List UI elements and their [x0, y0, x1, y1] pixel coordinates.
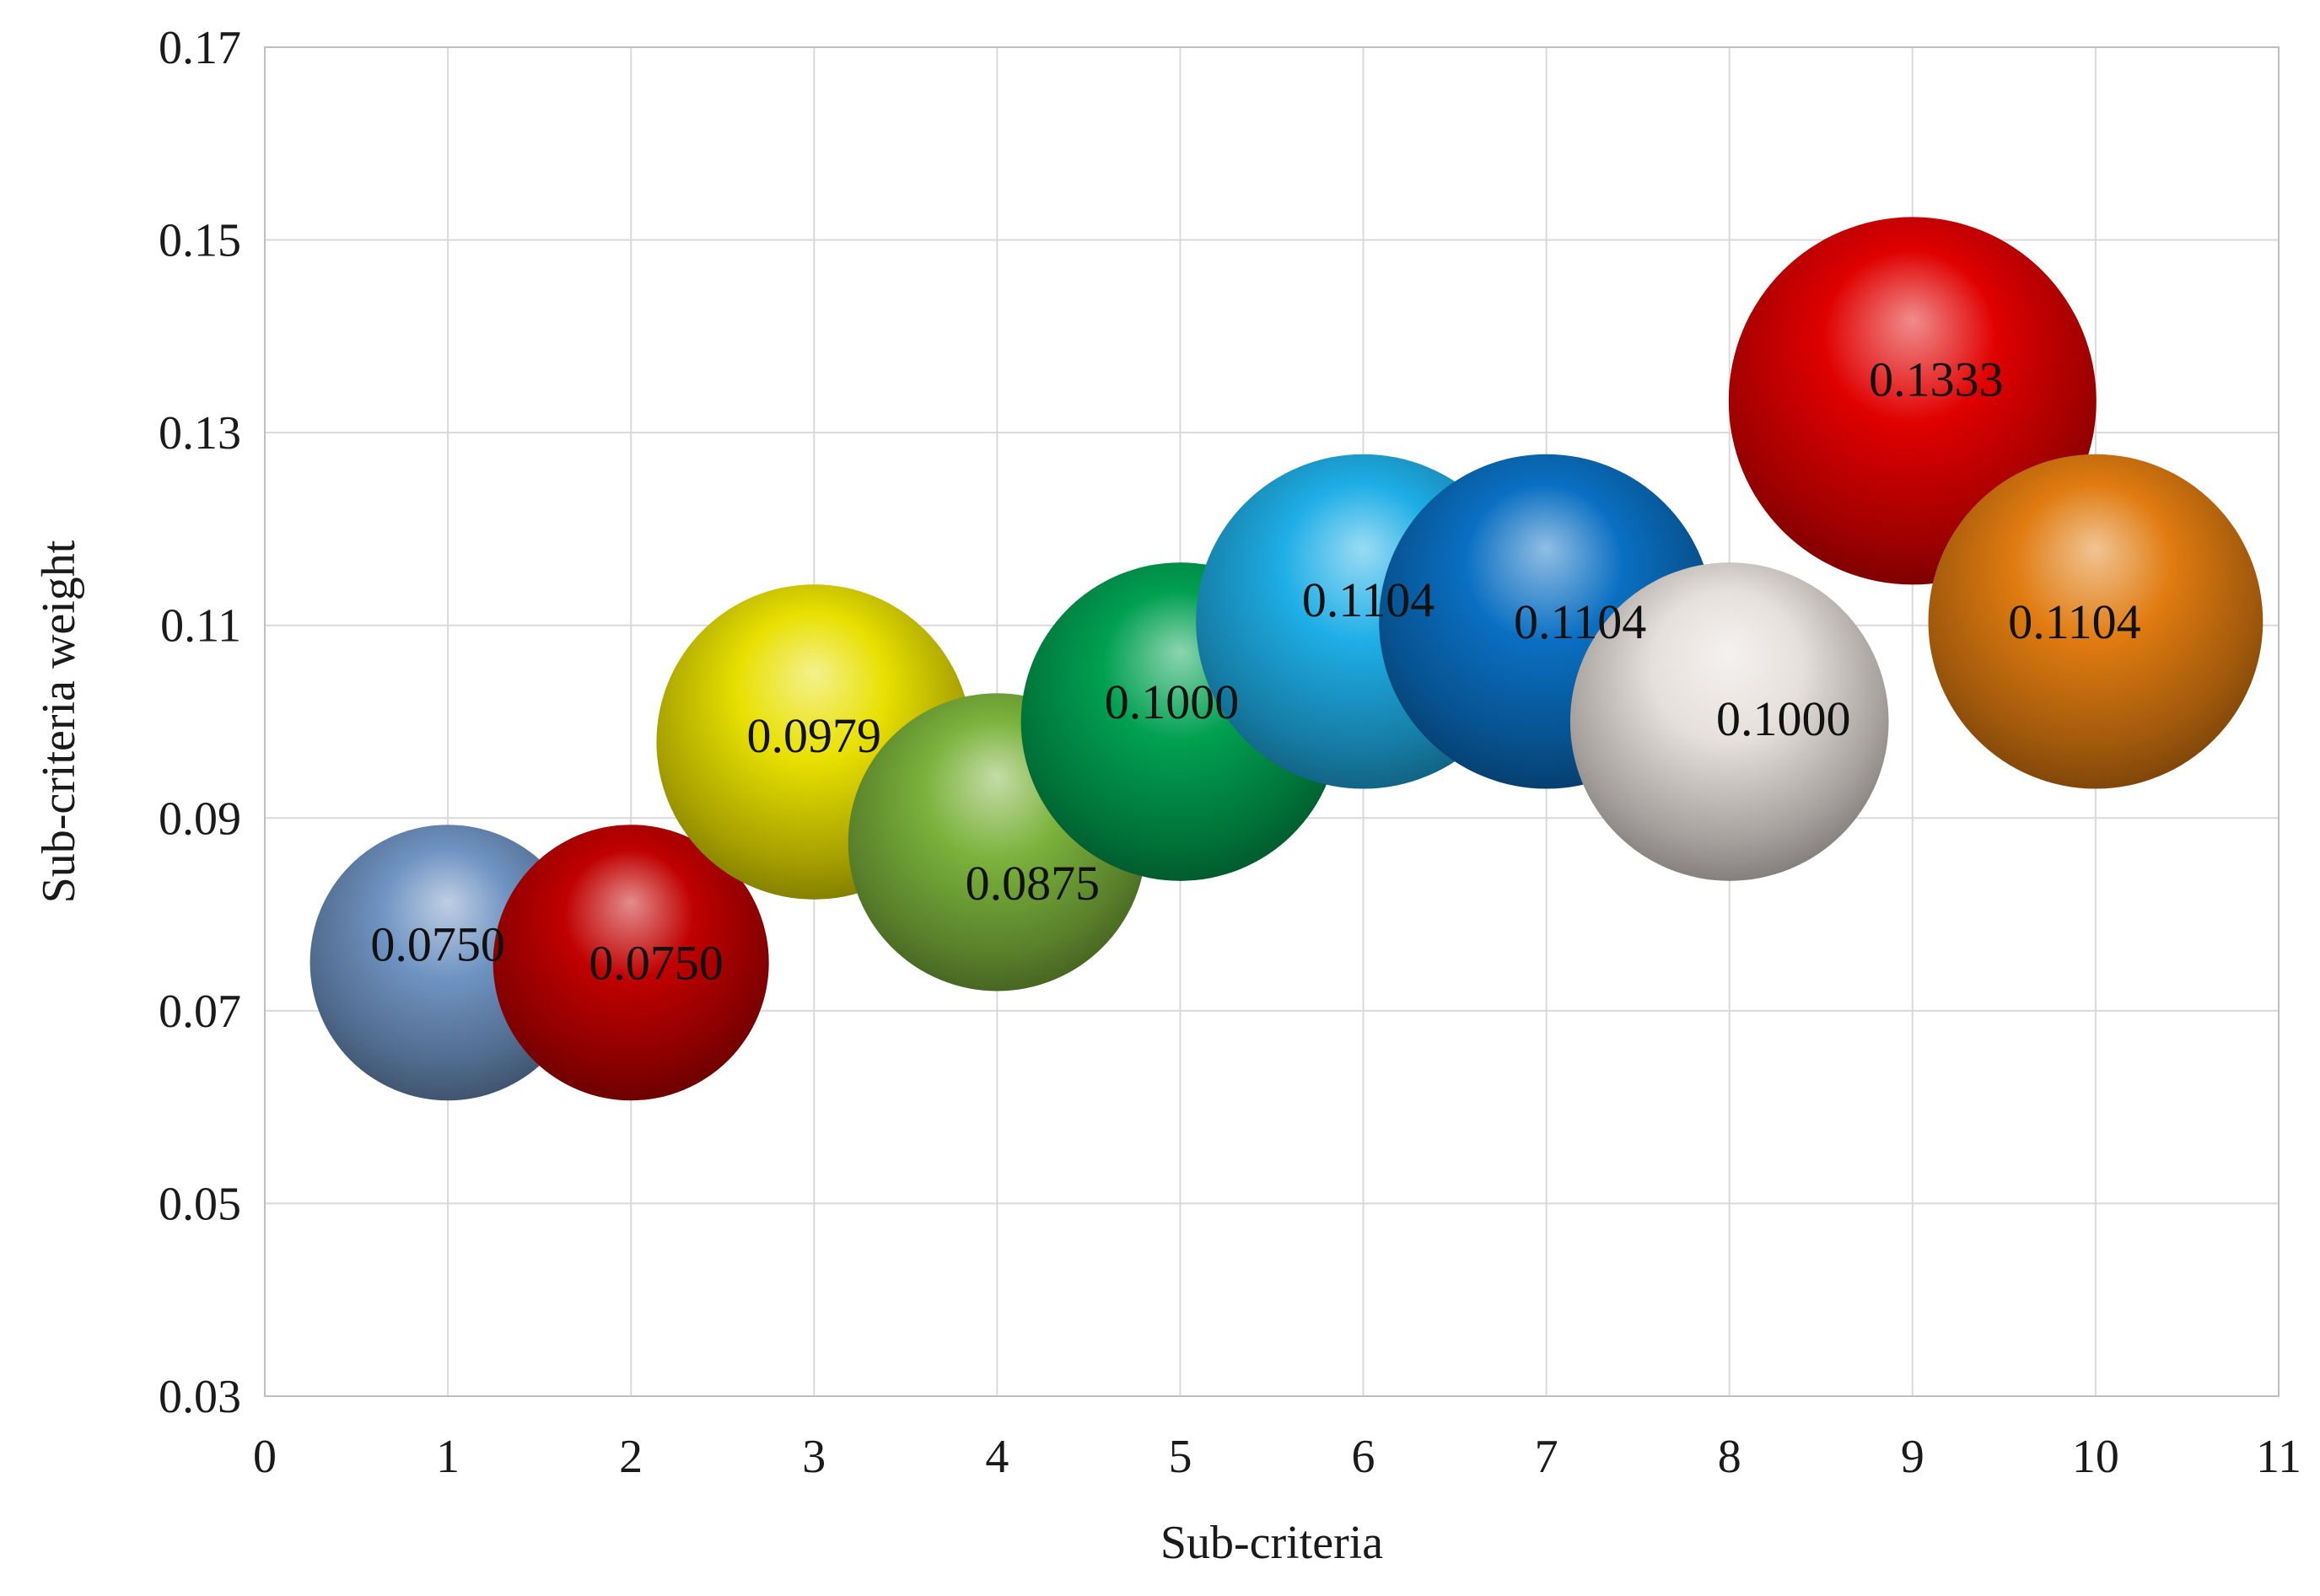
bubble-label-9: 0.1333	[1869, 352, 2004, 406]
tick-labels: 0 1 2 3 4 5 6 7 8 9 10 11 0.03 0.05 0.07 0.09 0.11 0.13 0.…	[159, 22, 2301, 1483]
bubble-label-2: 0.0750	[589, 936, 724, 991]
y-tick-label: 0.11	[160, 600, 241, 653]
x-tick-label: 0	[253, 1431, 277, 1483]
y-tick-label: 0.05	[159, 1178, 241, 1230]
x-tick-label: 11	[2256, 1431, 2301, 1483]
y-tick-label: 0.03	[159, 1371, 241, 1423]
plot-frame	[264, 46, 2280, 1397]
bubble-label-3: 0.0979	[747, 708, 882, 763]
y-tick-label: 0.13	[159, 407, 241, 459]
y-tick-label: 0.07	[159, 986, 241, 1038]
bubble-label-7: 0.1104	[1514, 594, 1646, 649]
x-tick-label: 6	[1352, 1431, 1375, 1483]
bubble-label-8: 0.1000	[1716, 691, 1851, 746]
x-tick-label: 3	[802, 1431, 826, 1483]
bubble-10	[1928, 454, 2263, 789]
bubble-label-1: 0.0750	[370, 917, 505, 972]
bubble-label-5: 0.1000	[1105, 674, 1240, 729]
bubble-2	[493, 825, 769, 1101]
x-tick-label: 4	[985, 1431, 1009, 1483]
bubble-labels: 0.0750 0.0750 0.0979 0.0875 0.1000 0.1104 0.11…	[370, 352, 2140, 990]
bubble-8	[1569, 562, 1889, 881]
x-tick-label: 8	[1718, 1431, 1741, 1483]
bubble-label-10: 0.1104	[2008, 594, 2140, 649]
bubble-label-4: 0.0875	[966, 856, 1101, 911]
x-axis-title: Sub-criteria	[1160, 1517, 1383, 1569]
bubble-label-6: 0.1104	[1302, 572, 1435, 627]
x-tick-label: 7	[1535, 1431, 1558, 1483]
y-tick-label: 0.17	[159, 22, 241, 74]
y-tick-label: 0.09	[159, 793, 241, 845]
x-tick-label: 1	[436, 1431, 460, 1483]
y-tick-label: 0.15	[159, 215, 241, 267]
x-tick-label: 5	[1168, 1431, 1192, 1483]
x-tick-label: 2	[619, 1431, 643, 1483]
x-tick-label: 10	[2072, 1431, 2119, 1483]
bubbles	[310, 217, 2263, 1101]
y-axis-title: Sub-criteria weight	[33, 540, 85, 903]
x-tick-label: 9	[1901, 1431, 1924, 1483]
